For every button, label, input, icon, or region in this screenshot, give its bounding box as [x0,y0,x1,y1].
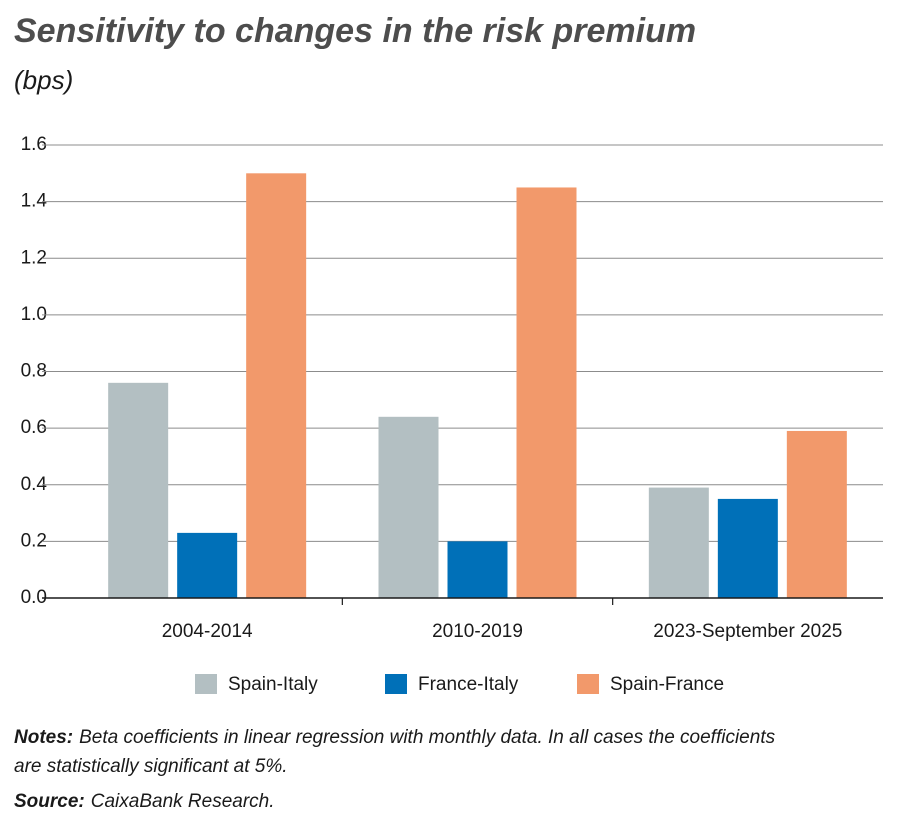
bar [108,382,169,598]
y-tick-label: 1.2 [21,247,47,268]
bar [786,430,847,598]
x-tick-label: 2004-2014 [162,621,253,642]
bar [378,416,439,598]
bar [648,487,709,598]
legend-label: Spain-France [610,674,724,695]
bar [516,187,577,598]
chart-subtitle: (bps) [14,65,73,95]
y-tick-label: 0.6 [21,417,47,438]
legend-label: Spain-Italy [228,674,318,695]
legend-swatch [577,674,599,694]
x-tick-label: 2010-2019 [432,621,523,642]
source-label: Source: [14,791,85,812]
y-tick-label: 1.0 [21,304,47,325]
bar [246,173,307,598]
y-tick-label: 0.4 [21,474,48,495]
notes-text: Beta coefficients in linear regression w… [79,727,775,748]
y-tick-label: 0.2 [21,530,47,551]
legend-swatch [385,674,407,694]
bar [447,541,508,598]
legend-swatch [195,674,217,694]
y-tick-label: 0.0 [21,587,47,608]
chart-title: Sensitivity to changes in the risk premi… [14,12,696,50]
notes-label: Notes: [14,727,73,748]
notes-text: are statistically significant at 5%. [14,756,288,777]
x-tick-label: 2023-September 2025 [653,621,842,642]
y-tick-label: 1.4 [21,191,48,212]
source-text: CaixaBank Research. [91,791,275,812]
notes: Notes: Beta coefficients in linear regres… [14,727,776,748]
source: Source: CaixaBank Research. [14,791,275,812]
y-tick-label: 1.6 [21,134,47,155]
y-tick-label: 0.8 [21,361,47,382]
bar [717,498,778,598]
legend-label: France-Italy [418,674,519,695]
bar [177,532,238,598]
